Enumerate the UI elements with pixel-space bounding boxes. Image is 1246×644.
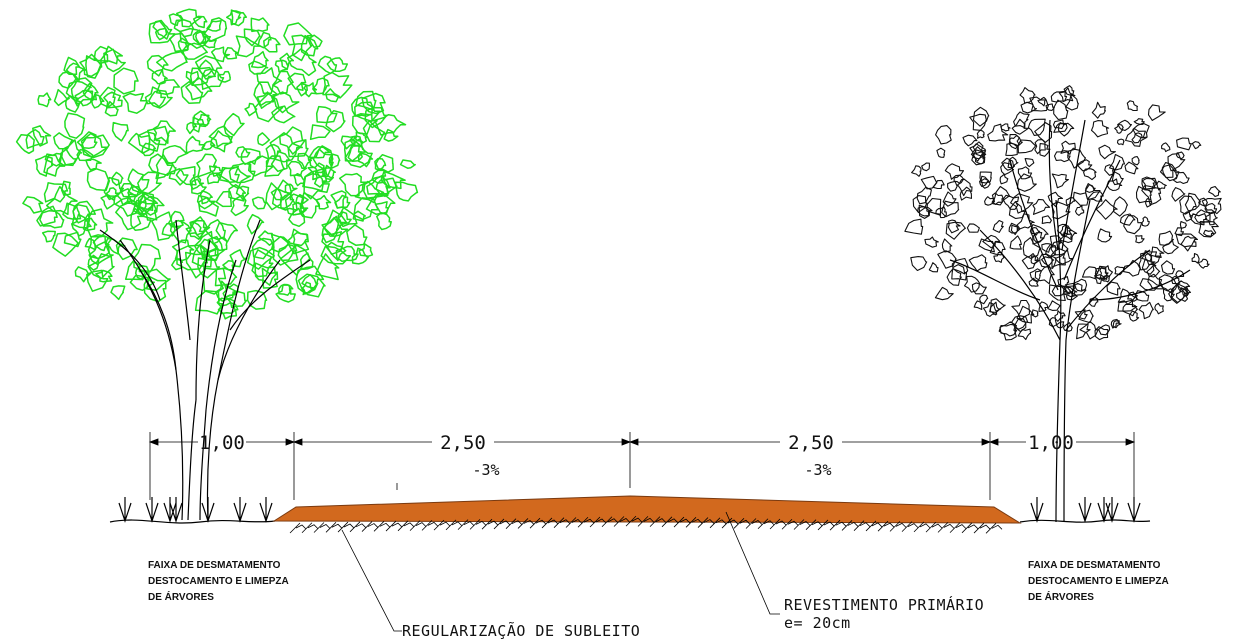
left-tree-icon	[15, 8, 419, 521]
dim-left-shoulder: 1,00	[199, 432, 245, 454]
pavement-surface-layer	[272, 495, 1022, 524]
callout-surface-line-1: REVESTIMENTO PRIMÁRIO	[784, 595, 984, 614]
note-right-line-1: FAIXA DE DESMATAMENTO	[1028, 560, 1161, 571]
grass-tuft-icon	[201, 497, 215, 523]
grass-tuft-icon	[259, 497, 273, 523]
ground-right	[1019, 519, 1151, 523]
callout-subgrade: REGULARIZAÇÃO DE SUBLEITO	[402, 621, 640, 640]
note-right: FAIXA DE DESMATAMENTO DESTOCAMENTO E LIM…	[1028, 560, 1169, 603]
grass-tuft-icon	[163, 497, 177, 523]
ground-left	[109, 519, 276, 524]
dimension-lines	[148, 432, 1136, 500]
leader-lines	[341, 511, 780, 632]
grass-tuft-icon	[233, 497, 247, 523]
dim-right-shoulder: 1,00	[1028, 432, 1074, 454]
right-tree-icon	[904, 85, 1222, 523]
grass-tuft-icon	[1105, 497, 1119, 523]
subgrade-hatching	[289, 515, 1003, 534]
note-right-line-3: DE ÁRVORES	[1028, 590, 1094, 603]
grass-tuft-icon	[169, 497, 183, 523]
grass-tuft-icon	[1127, 497, 1141, 523]
grass-tufts	[118, 497, 1141, 523]
grass-tuft-icon	[1030, 497, 1044, 523]
note-left-line-3: DE ÁRVORES	[148, 590, 214, 603]
note-left-line-2: DESTOCAMENTO E LIMEPZA	[148, 576, 289, 587]
left-tree-foliage	[15, 8, 419, 320]
slope-left: -3%	[472, 461, 499, 479]
grass-tuft-icon	[145, 497, 159, 523]
note-left: FAIXA DE DESMATAMENTO DESTOCAMENTO E LIM…	[148, 560, 289, 603]
note-right-line-2: DESTOCAMENTO E LIMEPZA	[1028, 576, 1169, 587]
grass-tuft-icon	[1078, 497, 1092, 523]
right-tree-trunk	[949, 119, 1191, 523]
slope-right: -3%	[804, 461, 831, 479]
note-left-line-1: FAIXA DE DESMATAMENTO	[148, 560, 281, 571]
left-tree-trunk	[99, 219, 311, 521]
callout-surface-line-2: e= 20cm	[784, 614, 851, 632]
grass-tuft-icon	[118, 497, 132, 523]
dim-right-lane: 2,50	[788, 432, 834, 454]
right-tree-foliage	[904, 85, 1222, 341]
dim-left-lane: 2,50	[440, 432, 486, 454]
